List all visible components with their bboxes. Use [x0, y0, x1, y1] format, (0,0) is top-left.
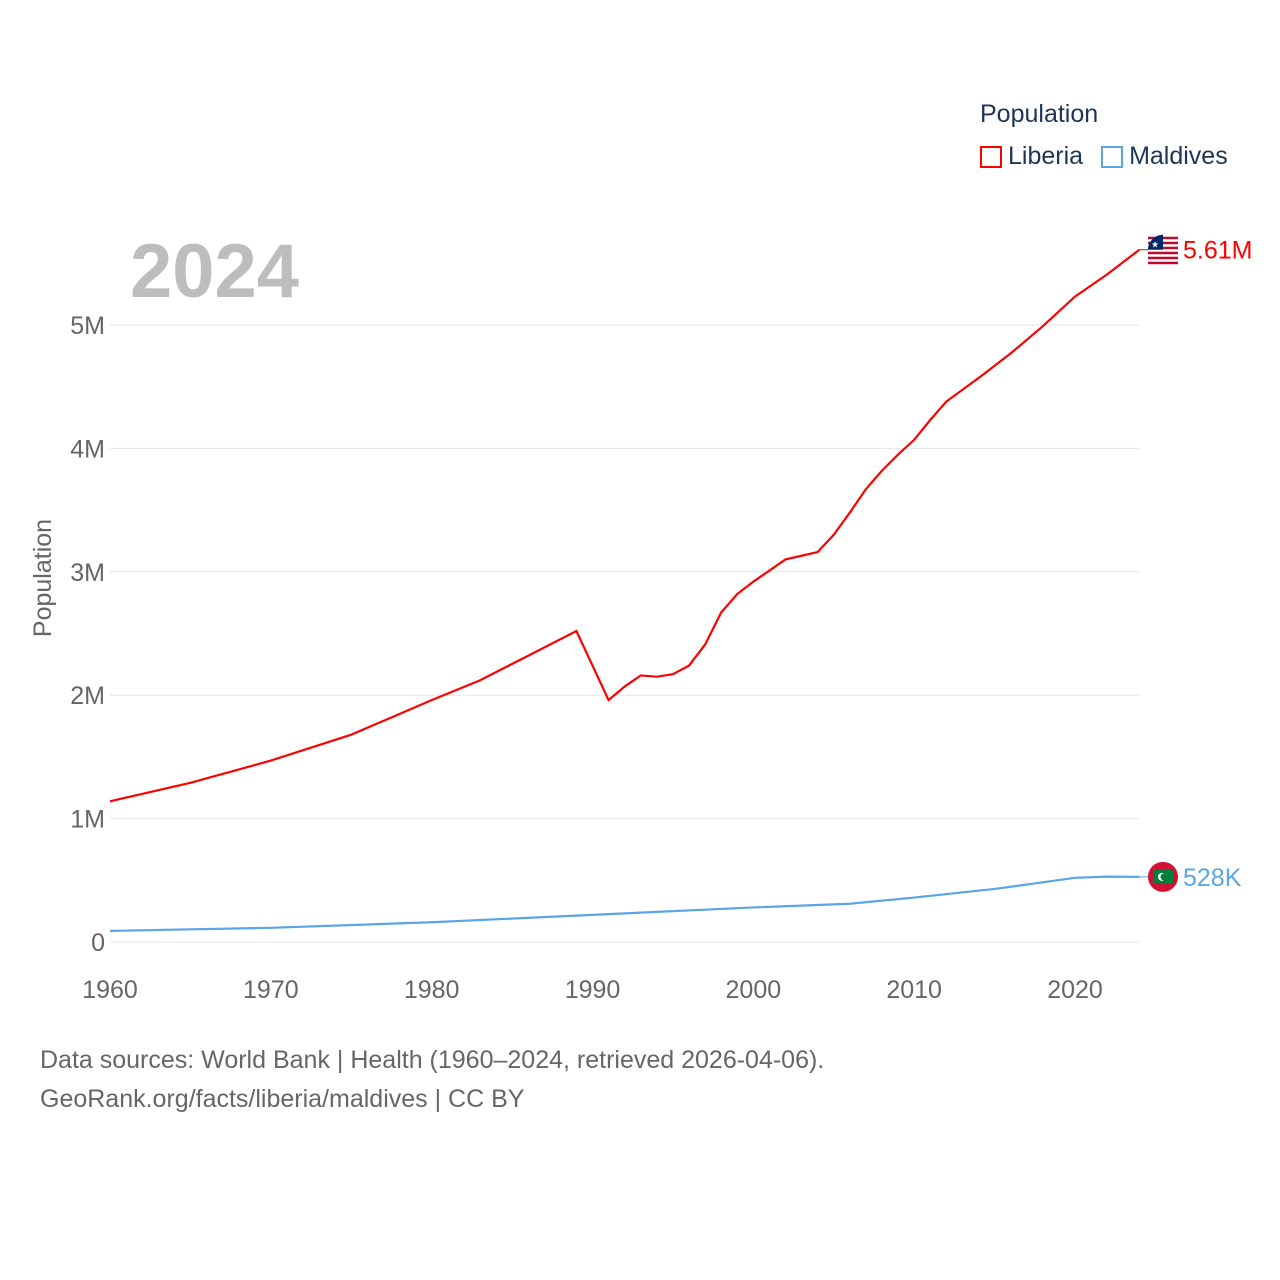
y-tick-label: 4M — [70, 435, 105, 463]
flag-stripe — [1148, 251, 1178, 255]
legend-item-liberia[interactable]: Liberia — [980, 142, 1083, 171]
y-tick-label: 3M — [70, 559, 105, 587]
series-line-liberia — [109, 248, 1140, 803]
flag-crescent-cut — [1160, 873, 1168, 881]
y-tick-label: 5M — [70, 312, 105, 340]
flag-stripe — [1148, 261, 1178, 265]
legend-item-maldives[interactable]: Maldives — [1101, 142, 1228, 171]
y-tick-label: 0 — [91, 929, 105, 957]
series-line-maldives — [109, 875, 1140, 932]
y-axis-label: Population — [29, 519, 57, 637]
x-tick-label: 1970 — [243, 976, 299, 1004]
x-tick-label: 2010 — [886, 976, 942, 1004]
legend-swatch — [1101, 145, 1124, 168]
x-tick-label: 1960 — [82, 976, 138, 1004]
end-value-label: 528K — [1183, 864, 1242, 892]
y-tick-label: 1M — [70, 806, 105, 834]
x-tick-label: 2000 — [726, 976, 782, 1004]
legend-title: Population — [980, 100, 1099, 128]
flag-canton — [1148, 234, 1163, 250]
flag-star: ★ — [1151, 240, 1159, 250]
x-tick-label: 2020 — [1047, 976, 1103, 1004]
source-link[interactable]: GeoRank.org/facts/liberia/maldives | CC … — [40, 1085, 525, 1113]
x-tick-label: 1990 — [565, 976, 621, 1004]
legend: Liberia Maldives — [980, 142, 1228, 171]
year-label: 2024 — [130, 229, 300, 314]
source-text: Data sources: World Bank | Health (1960–… — [40, 1046, 825, 1074]
end-value-label: 5.61M — [1183, 237, 1252, 265]
y-tick-label: 2M — [70, 682, 105, 710]
flag-stripe — [1148, 256, 1178, 260]
legend-label: Maldives — [1129, 142, 1228, 170]
legend-label: Liberia — [1008, 142, 1084, 170]
x-tick-label: 1980 — [404, 976, 460, 1004]
legend-swatch — [980, 145, 1002, 168]
